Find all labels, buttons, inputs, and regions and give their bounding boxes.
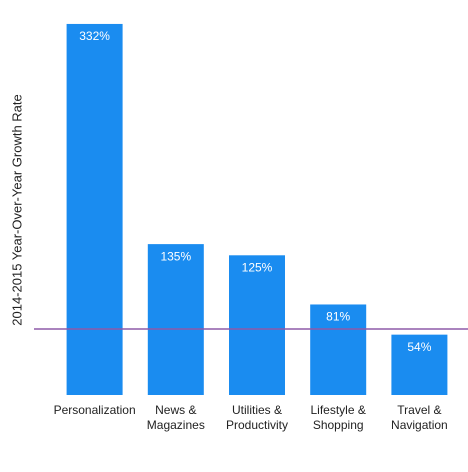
x-tick-label: Utilities & Productivity — [225, 403, 289, 432]
value-label: 81% — [326, 310, 350, 324]
value-label: 125% — [242, 260, 273, 274]
value-label: 332% — [79, 29, 110, 43]
bar — [229, 255, 285, 395]
bar — [391, 334, 448, 395]
bar — [310, 304, 367, 395]
x-tick-label: Lifestyle & Shopping — [310, 403, 366, 432]
y-axis-label: 2014-2015 Year-Over-Year Growth Rate — [9, 94, 24, 326]
value-label: 135% — [160, 249, 191, 263]
value-label: 54% — [407, 340, 431, 354]
bar — [147, 244, 204, 395]
x-tick-label: Travel & Navigation — [391, 403, 448, 432]
x-tick-label: News & Magazines — [146, 403, 205, 432]
bar — [66, 23, 123, 396]
x-tick-label: Personalization — [53, 403, 136, 417]
